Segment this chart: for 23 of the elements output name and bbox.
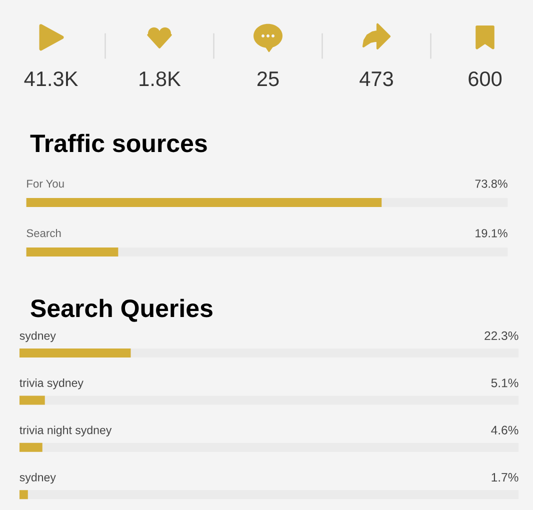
text: 25 <box>257 71 279 86</box>
data-label: 1.7% <box>492 473 518 482</box>
text: 600 <box>468 71 502 86</box>
bar <box>19 348 131 358</box>
y-tick-label: Search <box>26 228 61 238</box>
y-tick-label: sydney <box>20 472 56 484</box>
text: 41.3K <box>24 71 78 86</box>
y-tick-label: sydney <box>20 331 56 342</box>
y-tick-label: trivia sydney <box>20 378 84 390</box>
bar <box>19 442 42 452</box>
text: 1.8K <box>140 71 181 86</box>
y-tick-label: For You <box>27 180 64 188</box>
data-label: 22.3% <box>484 331 518 340</box>
data-label: 4.6% <box>491 426 518 434</box>
data-label: 5.1% <box>491 378 518 388</box>
bar <box>19 490 28 500</box>
data-label: 73.8% <box>475 180 508 188</box>
y-tick-label: trivia night sydney <box>20 426 112 436</box>
text: 473 <box>360 71 393 86</box>
bar <box>19 396 45 405</box>
data-label: 19.1% <box>476 229 508 238</box>
chart-title: Traffic sources <box>30 134 207 152</box>
chart-title: Search Queries <box>30 298 212 322</box>
